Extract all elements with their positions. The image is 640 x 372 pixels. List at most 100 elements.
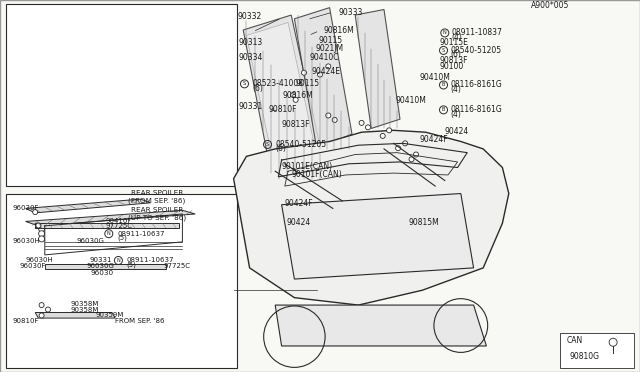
Text: 96030F: 96030F <box>19 263 45 269</box>
Text: 90101E(CAN): 90101E(CAN) <box>282 162 333 171</box>
Text: 90424F: 90424F <box>285 199 314 208</box>
Text: REAR SPOILER
(FROM SEP. '86): REAR SPOILER (FROM SEP. '86) <box>128 190 186 204</box>
Text: 90810G: 90810G <box>570 352 600 361</box>
Circle shape <box>326 113 331 118</box>
Circle shape <box>403 141 408 146</box>
Text: 90331: 90331 <box>238 102 262 110</box>
Text: 96030G: 96030G <box>77 238 105 244</box>
Circle shape <box>291 93 296 97</box>
Text: A900*005: A900*005 <box>531 1 570 10</box>
Text: 90815M: 90815M <box>408 218 439 227</box>
Text: (6): (6) <box>451 50 461 60</box>
Text: (5): (5) <box>126 262 136 268</box>
Text: (5): (5) <box>117 235 127 241</box>
Text: 90101F(CAN): 90101F(CAN) <box>291 170 342 179</box>
Circle shape <box>39 302 44 308</box>
Polygon shape <box>246 23 317 171</box>
Text: 90810F: 90810F <box>269 105 298 114</box>
Polygon shape <box>234 130 509 305</box>
Text: 9021JM: 9021JM <box>316 44 344 53</box>
Bar <box>6 4 237 186</box>
Text: S: S <box>266 142 269 147</box>
Text: 90333: 90333 <box>339 7 363 17</box>
Text: 90810F: 90810F <box>13 318 39 324</box>
Polygon shape <box>45 264 166 269</box>
Text: 96030H: 96030H <box>13 238 40 244</box>
Text: FROM SEP. '86: FROM SEP. '86 <box>115 318 164 324</box>
Circle shape <box>380 134 385 138</box>
Polygon shape <box>355 10 400 128</box>
Text: N: N <box>107 231 111 236</box>
Circle shape <box>317 72 323 77</box>
Text: 96030: 96030 <box>91 270 114 276</box>
Text: 08911-10637: 08911-10637 <box>117 231 164 237</box>
Text: 90816M: 90816M <box>323 26 354 35</box>
Text: 90424E: 90424E <box>312 67 340 76</box>
Polygon shape <box>26 199 150 213</box>
Text: 90313: 90313 <box>238 38 262 48</box>
Text: 90410M: 90410M <box>396 96 426 105</box>
Circle shape <box>301 70 307 75</box>
Polygon shape <box>294 8 352 149</box>
Circle shape <box>359 121 364 125</box>
Polygon shape <box>275 305 486 346</box>
Text: N: N <box>116 258 120 263</box>
Text: (4): (4) <box>452 33 463 42</box>
Polygon shape <box>35 312 115 318</box>
Circle shape <box>609 338 617 346</box>
Text: 90813F: 90813F <box>439 56 468 65</box>
Text: 90359M: 90359M <box>96 312 124 318</box>
Circle shape <box>332 118 337 122</box>
Text: 90115E: 90115E <box>439 38 468 48</box>
Text: 90332: 90332 <box>237 12 262 22</box>
Circle shape <box>38 236 45 242</box>
Circle shape <box>293 97 298 102</box>
Circle shape <box>365 125 371 130</box>
Text: 90115: 90115 <box>319 36 343 45</box>
Circle shape <box>39 313 44 318</box>
Text: 08523-41008: 08523-41008 <box>252 79 303 89</box>
Text: (6): (6) <box>275 144 286 153</box>
Text: 90410M: 90410M <box>419 73 450 82</box>
Circle shape <box>38 226 45 232</box>
Text: 90424: 90424 <box>287 218 311 227</box>
Text: 90813F: 90813F <box>282 120 310 129</box>
Text: N: N <box>443 31 447 35</box>
Circle shape <box>33 210 38 215</box>
Text: S: S <box>243 81 246 86</box>
Text: (4): (4) <box>451 85 461 94</box>
Polygon shape <box>35 223 179 228</box>
Text: 08540-51205: 08540-51205 <box>275 140 326 149</box>
Text: 96030G: 96030G <box>86 263 115 269</box>
Text: 97725C: 97725C <box>163 263 190 269</box>
Circle shape <box>326 64 331 69</box>
Text: 08540-51205: 08540-51205 <box>451 46 502 55</box>
Text: 90100: 90100 <box>439 62 463 71</box>
Text: 90358M: 90358M <box>70 301 99 307</box>
Circle shape <box>413 152 419 157</box>
Circle shape <box>38 231 45 237</box>
Text: (4): (4) <box>451 110 461 119</box>
Text: 90410J: 90410J <box>106 218 130 224</box>
Text: 08911-10837: 08911-10837 <box>452 28 502 38</box>
Text: 08911-10637: 08911-10637 <box>126 257 173 263</box>
Polygon shape <box>243 15 323 179</box>
Text: 96030F: 96030F <box>13 205 39 211</box>
Text: 90424F: 90424F <box>419 135 448 144</box>
Text: 97725C: 97725C <box>106 223 132 229</box>
Circle shape <box>387 128 392 133</box>
Circle shape <box>396 146 401 151</box>
Circle shape <box>36 223 41 228</box>
Circle shape <box>36 223 41 228</box>
Bar <box>6 193 237 368</box>
Circle shape <box>45 307 51 312</box>
Text: CAN: CAN <box>566 336 582 345</box>
Text: (6): (6) <box>252 84 263 93</box>
Text: B: B <box>442 108 445 112</box>
Text: 90115: 90115 <box>296 79 320 89</box>
Text: 90358M: 90358M <box>70 307 99 313</box>
Text: 08116-8161G: 08116-8161G <box>451 80 502 90</box>
Bar <box>560 333 634 368</box>
Text: 90410C: 90410C <box>310 53 339 62</box>
Text: 90424: 90424 <box>444 126 468 135</box>
